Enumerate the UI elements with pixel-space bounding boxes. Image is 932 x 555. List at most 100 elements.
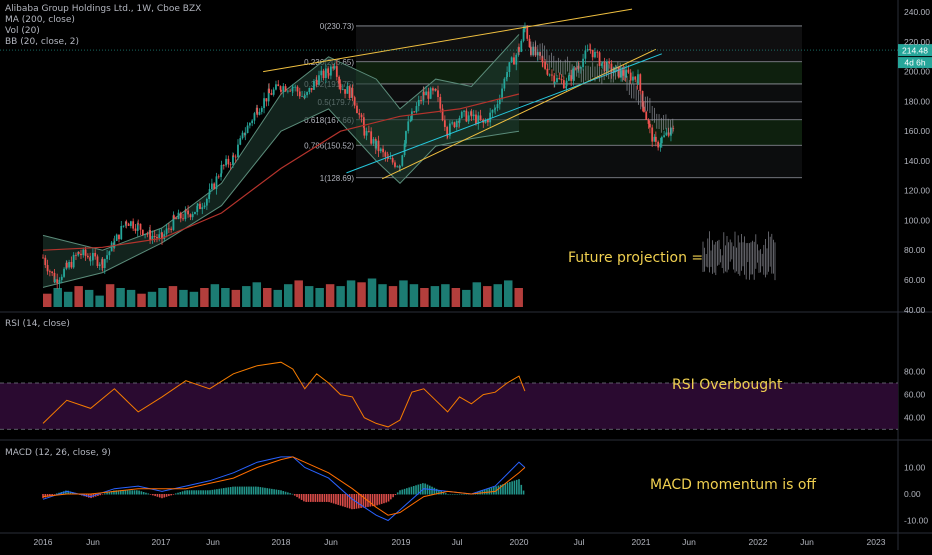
price-candle-body (129, 221, 132, 226)
price-candle-body (46, 265, 49, 272)
rsi-pane-label[interactable]: RSI (14, close) (5, 319, 70, 329)
price-axis-tick: 60.00 (904, 275, 926, 285)
macd-histogram-bar (250, 486, 253, 495)
price-candle-body (356, 105, 358, 114)
volume-bar (378, 284, 387, 307)
price-candle-body (657, 141, 660, 148)
macd-pane-label[interactable]: MACD (12, 26, close, 9) (5, 448, 111, 458)
price-candle-body (486, 120, 489, 123)
price-candle-body (565, 86, 568, 89)
rsi-axis-tick: 80.00 (904, 366, 926, 376)
macd-histogram-bar (124, 490, 127, 495)
price-candle-body (318, 75, 320, 85)
price-candle-body (196, 203, 199, 206)
price-axis-tick: 180.00 (904, 96, 930, 106)
price-candle-body (498, 99, 501, 105)
macd-histogram-bar (408, 487, 410, 495)
time-axis-tick: 2016 (34, 537, 53, 547)
macd-histogram-bar (394, 494, 397, 496)
price-axis-tick: 140.00 (904, 156, 930, 166)
price-candle-body (526, 26, 529, 39)
price-candle-body (672, 128, 675, 129)
price-candle-body (589, 49, 591, 50)
price-candle-body (645, 111, 648, 120)
macd-histogram-bar (255, 486, 257, 495)
volume-bar (242, 286, 251, 307)
price-candle-body (639, 74, 642, 91)
price-candle-body (479, 115, 482, 120)
price-candle-body (101, 259, 104, 269)
macd-histogram-bar (417, 484, 420, 495)
price-candle-body (413, 111, 416, 113)
volume-bar (503, 280, 513, 307)
price-candle-body (463, 110, 465, 112)
legend-bb[interactable]: BB (20, close, 2) (5, 37, 80, 47)
volume-bar (304, 286, 314, 307)
price-candle-body (248, 123, 251, 126)
price-candle-body (63, 268, 65, 277)
volume-bar (63, 291, 73, 307)
price-candle-body (591, 49, 594, 58)
legend-symbol[interactable]: Alibaba Group Holdings Ltd., 1W, Cboe BZ… (5, 4, 202, 14)
macd-histogram-bar (181, 491, 184, 495)
macd-histogram-bar (415, 485, 417, 495)
price-candle-body (437, 90, 439, 98)
price-candle-body (324, 68, 327, 79)
price-candle-body (229, 164, 232, 166)
price-candle-body (217, 176, 220, 178)
macd-histogram-bar (268, 488, 271, 495)
price-candle-body (387, 157, 389, 159)
price-candle-body (208, 189, 211, 195)
price-candle-body (405, 131, 407, 144)
price-candle-body (161, 232, 163, 240)
macd-histogram-bar (499, 484, 502, 495)
trendline (346, 53, 662, 174)
price-candle-body (446, 126, 449, 136)
macd-histogram-bar (488, 488, 491, 495)
price-candle-body (556, 78, 558, 83)
rsi-axis-tick: 60.00 (904, 390, 926, 400)
volume-bar (126, 289, 136, 307)
price-candle-body (637, 74, 639, 85)
price-candle-body (289, 90, 292, 92)
countdown-badge (898, 57, 932, 69)
price-candle-body (260, 108, 263, 112)
price-candle-body (258, 111, 261, 115)
macd-histogram-bar (115, 490, 118, 495)
macd-histogram-bar (399, 490, 401, 495)
macd-histogram-bar (518, 479, 520, 495)
price-candle-body (470, 111, 473, 117)
price-candle-body (144, 233, 146, 235)
macd-histogram-bar (49, 494, 51, 497)
macd-histogram-bar (522, 490, 525, 495)
macd-histogram-bar (117, 490, 120, 495)
legend-vol[interactable]: Vol (20) (5, 26, 40, 36)
volume-bar (493, 284, 502, 307)
macd-histogram-bar (257, 486, 259, 495)
macd-histogram-bar (216, 489, 218, 495)
price-candle-body (522, 28, 525, 41)
macd-histogram-bar (513, 480, 516, 495)
volume-bar (43, 293, 52, 307)
price-candle-body (163, 234, 166, 240)
macd-histogram-bar (239, 486, 241, 495)
price-candle-body (239, 138, 242, 145)
price-candle-body (496, 104, 499, 109)
price-candle-body (98, 264, 101, 266)
volume-bar (346, 280, 356, 307)
price-axis-tick: 220.00 (904, 37, 930, 47)
macd-histogram-bar (188, 490, 191, 495)
macd-histogram-bar (197, 490, 200, 495)
macd-histogram-bar (101, 494, 104, 495)
volume-bar (283, 284, 293, 307)
legend-ma[interactable]: MA (200, close) (5, 15, 75, 25)
macd-histogram-bar (275, 489, 278, 495)
macd-histogram-bar (387, 494, 390, 502)
price-candle-body (375, 140, 378, 149)
signal-line (42, 456, 526, 516)
time-axis-tick: Jun (206, 537, 220, 547)
price-candle-body (298, 91, 301, 97)
price-candle-body (291, 87, 294, 92)
macd-histogram-bar (456, 494, 459, 495)
